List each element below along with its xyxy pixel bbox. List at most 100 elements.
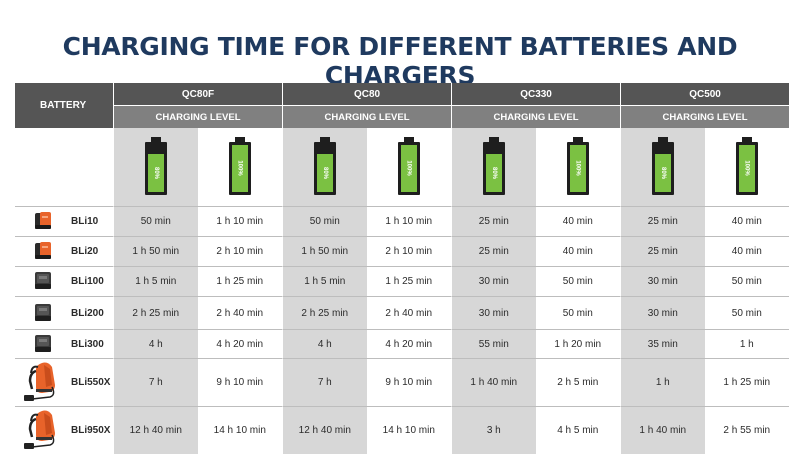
charging-time-cell: 7 h	[113, 358, 198, 406]
battery-fill	[569, 144, 586, 192]
battery-name: BLi100	[71, 266, 114, 296]
charging-time-cell: 50 min	[535, 296, 621, 329]
charging-time-cell: 12 h 40 min	[282, 406, 367, 454]
charging-time-cell: 1 h 40 min	[451, 358, 536, 406]
charging-time-cell: 1 h 20 min	[535, 329, 621, 358]
charging-time-cell: 9 h 10 min	[366, 358, 452, 406]
charging-time-cell: 25 min	[620, 236, 705, 266]
charging-time-cell: 4 h 20 min	[197, 329, 283, 358]
charging-time-cell: 2 h 5 min	[535, 358, 621, 406]
product-image-cell	[15, 236, 71, 266]
backpack-battery-icon	[22, 407, 64, 454]
charging-time-cell: 50 min	[704, 266, 790, 296]
charging-time-cell: 1 h 25 min	[366, 266, 452, 296]
charging-time-cell: 4 h 20 min	[366, 329, 452, 358]
charging-time-cell: 4 h	[282, 329, 367, 358]
charge-level-label: 100%	[405, 160, 412, 176]
charging-time-cell: 7 h	[282, 358, 367, 406]
battery-name: BLi10	[71, 206, 114, 236]
battery-fill	[400, 144, 417, 192]
charge-level-label: 100%	[743, 160, 750, 176]
charging-time-table: BATTERY QC80F QC80 QC330 QC500 CHARGING …	[15, 83, 790, 454]
charge-level-label: 100%	[574, 160, 581, 176]
charging-time-cell: 50 min	[282, 206, 367, 236]
battery-fill	[231, 144, 248, 192]
dark-battery-icon	[32, 269, 54, 294]
product-image-cell	[15, 329, 71, 358]
battery-name: BLi200	[71, 296, 114, 329]
table-row: BLi10 50 min 1 h 10 min 50 min 1 h 10 min 25 …	[15, 206, 790, 236]
charging-time-cell: 25 min	[451, 236, 536, 266]
charge-level-label: 80%	[321, 166, 328, 179]
small-orange-battery-icon	[32, 209, 54, 234]
charging-time-cell: 4 h	[113, 329, 198, 358]
charging-time-cell: 25 min	[451, 206, 536, 236]
charging-time-cell: 3 h	[451, 406, 536, 454]
charging-time-cell: 1 h 5 min	[282, 266, 367, 296]
charging-time-cell: 30 min	[620, 266, 705, 296]
charge-level-label: 80%	[490, 166, 497, 179]
battery-name: BLi20	[71, 236, 114, 266]
battery-name: BLi550X	[71, 358, 114, 406]
charging-time-cell: 2 h 25 min	[282, 296, 367, 329]
charging-time-cell: 1 h 25 min	[704, 358, 790, 406]
charging-time-cell: 50 min	[535, 266, 621, 296]
table-row: BLi20 1 h 50 min 2 h 10 min 1 h 50 min 2 h 1…	[15, 236, 790, 266]
charging-time-cell: 2 h 40 min	[197, 296, 283, 329]
battery-level-icon: 80%	[651, 136, 674, 195]
charge-level-cell: 80%	[282, 128, 367, 206]
charging-time-cell: 1 h	[620, 358, 705, 406]
charge-level-label: 80%	[152, 166, 159, 179]
charging-time-cell: 2 h 25 min	[113, 296, 198, 329]
charging-time-cell: 25 min	[620, 206, 705, 236]
charging-time-cell: 30 min	[451, 266, 536, 296]
charging-time-cell: 1 h 10 min	[366, 206, 452, 236]
table-row: BLi100 1 h 5 min 1 h 25 min 1 h 5 min 1 h 25…	[15, 266, 790, 296]
battery-fill	[485, 153, 502, 192]
dark-battery-icon	[32, 332, 54, 357]
charging-time-cell: 4 h 5 min	[535, 406, 621, 454]
charge-level-cell: 100%	[704, 128, 790, 206]
battery-level-icon: 80%	[144, 136, 167, 195]
charge-level-label: 100%	[236, 160, 243, 176]
charging-time-cell: 30 min	[620, 296, 705, 329]
battery-fill	[316, 153, 333, 192]
dark-battery-icon	[32, 301, 54, 326]
charging-time-cell: 50 min	[113, 206, 198, 236]
battery-level-icon: 100%	[566, 136, 589, 195]
charging-time-cell: 9 h 10 min	[197, 358, 283, 406]
charging-time-cell: 1 h 10 min	[197, 206, 283, 236]
charging-time-cell: 50 min	[704, 296, 790, 329]
battery-fill	[147, 153, 164, 192]
charging-level-header: CHARGING LEVEL	[451, 105, 621, 128]
charger-header-qc80: QC80	[282, 83, 452, 105]
charging-time-cell: 2 h 10 min	[197, 236, 283, 266]
charge-level-cell: 80%	[113, 128, 198, 206]
charge-level-cell: 100%	[197, 128, 283, 206]
charging-time-cell: 1 h 5 min	[113, 266, 198, 296]
table-row: BLi200 2 h 25 min 2 h 40 min 2 h 25 min 2 h …	[15, 296, 790, 329]
charging-time-cell: 30 min	[451, 296, 536, 329]
product-image-cell	[15, 266, 71, 296]
empty-cell	[15, 128, 114, 206]
charging-time-cell: 1 h 25 min	[197, 266, 283, 296]
charging-time-cell: 40 min	[704, 206, 790, 236]
product-image-cell	[15, 296, 71, 329]
charging-time-cell: 14 h 10 min	[366, 406, 452, 454]
page-title: CHARGING TIME FOR DIFFERENT BATTERIES AN…	[62, 32, 738, 90]
backpack-battery-icon	[22, 359, 64, 406]
charger-header-qc500: QC500	[620, 83, 790, 105]
charging-time-cell: 55 min	[451, 329, 536, 358]
charging-time-cell: 1 h 40 min	[620, 406, 705, 454]
battery-name: BLi300	[71, 329, 114, 358]
charge-level-cell: 100%	[535, 128, 621, 206]
charging-time-cell: 35 min	[620, 329, 705, 358]
charging-time-cell: 40 min	[535, 206, 621, 236]
charging-time-cell: 14 h 10 min	[197, 406, 283, 454]
charge-level-cell: 100%	[366, 128, 452, 206]
battery-fill	[654, 153, 671, 192]
charging-time-cell: 1 h	[704, 329, 790, 358]
battery-level-icon: 100%	[228, 136, 251, 195]
battery-level-icon: 80%	[482, 136, 505, 195]
